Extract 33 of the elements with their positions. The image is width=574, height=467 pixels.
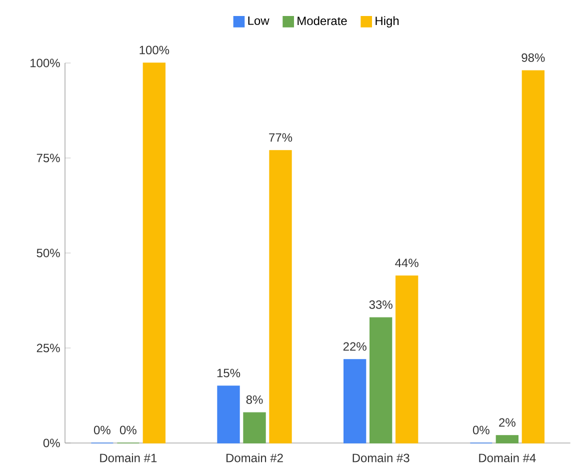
bar — [496, 435, 519, 444]
x-tick-label: Domain #3 — [352, 454, 410, 462]
legend-label: High — [376, 16, 399, 28]
data-label: 0% — [94, 426, 110, 434]
bar — [243, 412, 266, 444]
x-tick-label: Domain #1 — [100, 454, 157, 462]
data-label: 100% — [140, 46, 170, 54]
data-label: 0% — [120, 426, 136, 434]
y-tick-label: 75% — [36, 154, 60, 162]
data-label: 98% — [522, 54, 545, 62]
bar — [269, 150, 292, 444]
bar — [344, 359, 366, 444]
bar — [370, 317, 392, 444]
data-label: 2% — [499, 418, 516, 427]
x-tick-label: Domain #2 — [226, 454, 283, 462]
y-tick-label: 100% — [30, 58, 60, 68]
x-tick-label: Domain #4 — [479, 454, 536, 462]
y-tick-label: 0% — [43, 438, 60, 448]
bar — [396, 276, 418, 444]
y-tick-label: 50% — [36, 248, 60, 258]
data-label: 22% — [343, 342, 366, 351]
data-label: 8% — [246, 396, 263, 404]
bar — [522, 70, 544, 444]
data-label: 77% — [269, 133, 292, 142]
bar — [217, 386, 240, 444]
y-tick-label: 25% — [36, 344, 60, 352]
data-label: 0% — [472, 426, 490, 434]
legend-label: Moderate — [298, 16, 347, 26]
bar — [142, 62, 166, 444]
data-label: 15% — [217, 369, 240, 378]
legend-label: Low — [248, 16, 270, 26]
data-label: 33% — [369, 300, 392, 310]
data-label: 44% — [395, 258, 418, 268]
